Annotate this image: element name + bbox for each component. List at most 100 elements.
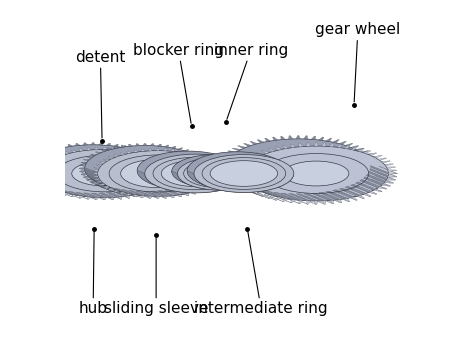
Polygon shape <box>155 158 162 160</box>
Polygon shape <box>106 192 110 195</box>
Polygon shape <box>232 184 251 192</box>
Ellipse shape <box>265 154 331 179</box>
Polygon shape <box>333 190 354 198</box>
Polygon shape <box>363 151 371 154</box>
Polygon shape <box>152 177 158 179</box>
Polygon shape <box>368 171 377 173</box>
Polygon shape <box>250 155 259 158</box>
Polygon shape <box>296 136 300 139</box>
Polygon shape <box>350 145 359 149</box>
Polygon shape <box>281 193 285 196</box>
Polygon shape <box>226 168 245 177</box>
Polygon shape <box>31 179 38 181</box>
Polygon shape <box>322 201 326 204</box>
Polygon shape <box>36 154 42 156</box>
Polygon shape <box>379 166 397 174</box>
Polygon shape <box>237 167 246 169</box>
Polygon shape <box>31 181 43 186</box>
Polygon shape <box>52 156 58 158</box>
Polygon shape <box>83 193 99 197</box>
Polygon shape <box>193 181 200 183</box>
Polygon shape <box>350 184 371 193</box>
Polygon shape <box>160 193 174 198</box>
Polygon shape <box>172 171 265 190</box>
Polygon shape <box>339 188 346 191</box>
Polygon shape <box>236 176 245 177</box>
Polygon shape <box>239 181 248 183</box>
Polygon shape <box>319 137 324 141</box>
Polygon shape <box>291 200 296 203</box>
Polygon shape <box>337 200 342 203</box>
Polygon shape <box>101 150 107 152</box>
Polygon shape <box>319 192 324 196</box>
Polygon shape <box>275 197 282 200</box>
Polygon shape <box>296 194 318 201</box>
Polygon shape <box>229 174 248 183</box>
Polygon shape <box>137 170 246 193</box>
Polygon shape <box>228 151 237 153</box>
Polygon shape <box>299 200 303 204</box>
Polygon shape <box>91 154 97 156</box>
Polygon shape <box>162 172 173 177</box>
Polygon shape <box>228 179 237 182</box>
Polygon shape <box>197 178 203 180</box>
Polygon shape <box>197 178 212 185</box>
Text: detent: detent <box>75 50 126 138</box>
Polygon shape <box>53 147 59 150</box>
Polygon shape <box>319 192 340 200</box>
Polygon shape <box>237 145 246 149</box>
Polygon shape <box>94 178 100 180</box>
Polygon shape <box>345 143 353 146</box>
Polygon shape <box>218 163 227 164</box>
Polygon shape <box>108 188 114 190</box>
Polygon shape <box>264 191 271 195</box>
Polygon shape <box>311 193 316 196</box>
Polygon shape <box>264 138 271 142</box>
Polygon shape <box>344 198 350 202</box>
Polygon shape <box>350 184 359 187</box>
Polygon shape <box>221 174 230 176</box>
Polygon shape <box>58 154 64 156</box>
Polygon shape <box>109 187 125 193</box>
Polygon shape <box>24 168 29 170</box>
Polygon shape <box>250 189 259 192</box>
Polygon shape <box>99 183 114 189</box>
Polygon shape <box>166 167 172 169</box>
Polygon shape <box>232 148 241 151</box>
Polygon shape <box>150 184 162 189</box>
Polygon shape <box>60 190 65 193</box>
Polygon shape <box>28 177 34 179</box>
Polygon shape <box>68 144 73 147</box>
Polygon shape <box>81 174 94 180</box>
Polygon shape <box>24 171 30 173</box>
Polygon shape <box>338 193 357 200</box>
Polygon shape <box>101 187 115 192</box>
Polygon shape <box>87 156 92 158</box>
Polygon shape <box>307 201 310 204</box>
Polygon shape <box>191 153 196 155</box>
Polygon shape <box>143 191 160 196</box>
Polygon shape <box>81 173 87 175</box>
Polygon shape <box>360 179 380 188</box>
Polygon shape <box>339 141 346 145</box>
Polygon shape <box>370 168 379 170</box>
Polygon shape <box>84 195 97 200</box>
Polygon shape <box>41 151 47 153</box>
Polygon shape <box>204 165 210 166</box>
Polygon shape <box>201 188 208 190</box>
Ellipse shape <box>98 151 218 196</box>
Polygon shape <box>36 184 48 189</box>
Polygon shape <box>118 197 122 199</box>
Polygon shape <box>356 182 364 185</box>
Polygon shape <box>375 176 393 183</box>
Polygon shape <box>36 176 42 177</box>
Polygon shape <box>368 153 377 156</box>
Polygon shape <box>160 175 172 180</box>
Polygon shape <box>386 178 395 180</box>
Polygon shape <box>257 193 276 200</box>
Polygon shape <box>189 152 194 154</box>
Polygon shape <box>106 143 110 146</box>
Polygon shape <box>382 184 391 186</box>
Polygon shape <box>76 195 89 199</box>
Polygon shape <box>88 176 102 182</box>
